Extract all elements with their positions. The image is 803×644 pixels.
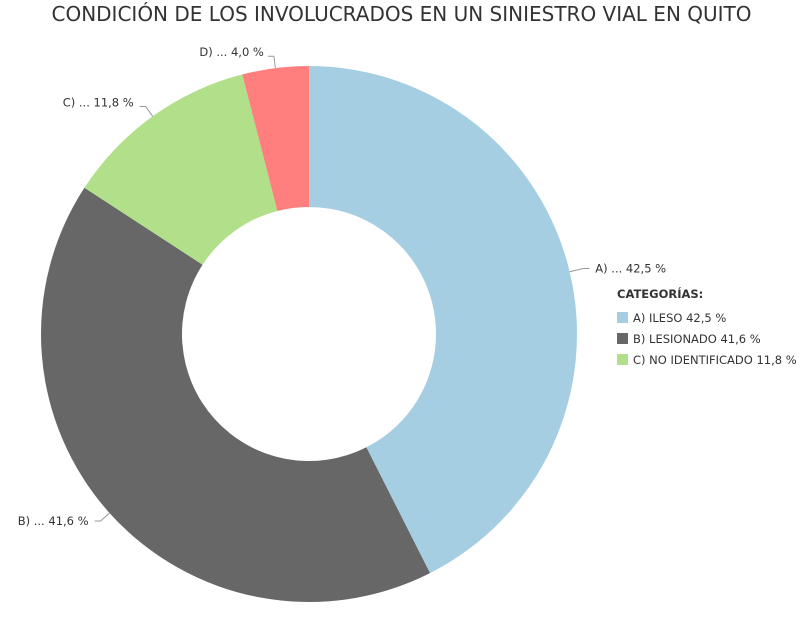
data-label-a: A) ... 42,5 % (595, 262, 666, 276)
legend-swatch (617, 312, 628, 323)
legend-item-b: B) LESIONADO 41,6 % (617, 328, 797, 349)
legend-title: CATEGORÍAS: (617, 287, 704, 301)
data-label-d: D) ... 4,0 % (199, 45, 264, 59)
leader-line-d (267, 55, 276, 69)
data-label-b: B) ... 41,6 % (18, 514, 89, 528)
chart-title: CONDICIÓN DE LOS INVOLUCRADOS EN UN SINI… (51, 2, 752, 26)
donut-slice-d (242, 66, 309, 211)
leader-line-c (139, 106, 154, 117)
label-leaders (94, 55, 590, 522)
donut-slices (41, 66, 577, 603)
donut-slice-a (309, 66, 577, 574)
legend-label: A) ILESO 42,5 % (633, 310, 727, 325)
data-labels: A) ... 42,5 % B) ... 41,6 % C) ... 11,8 % D… (18, 45, 666, 528)
legend-swatch (617, 354, 628, 365)
legend: CATEGORÍAS: A) ILESO 42,5 % B) LESIONADO … (617, 287, 797, 370)
leader-line-b (94, 512, 110, 522)
legend-item-a: A) ILESO 42,5 % (617, 307, 797, 328)
leader-line-a (569, 268, 590, 273)
legend-item-c: C) NO IDENTIFICADO 11,8 % (617, 349, 797, 370)
donut-slice-b (41, 187, 431, 603)
legend-label: C) NO IDENTIFICADO 11,8 % (633, 352, 797, 367)
legend-label: B) LESIONADO 41,6 % (633, 331, 761, 346)
legend-swatch (617, 333, 628, 344)
data-label-c: C) ... 11,8 % (63, 96, 134, 110)
donut-slice-c (84, 74, 278, 265)
